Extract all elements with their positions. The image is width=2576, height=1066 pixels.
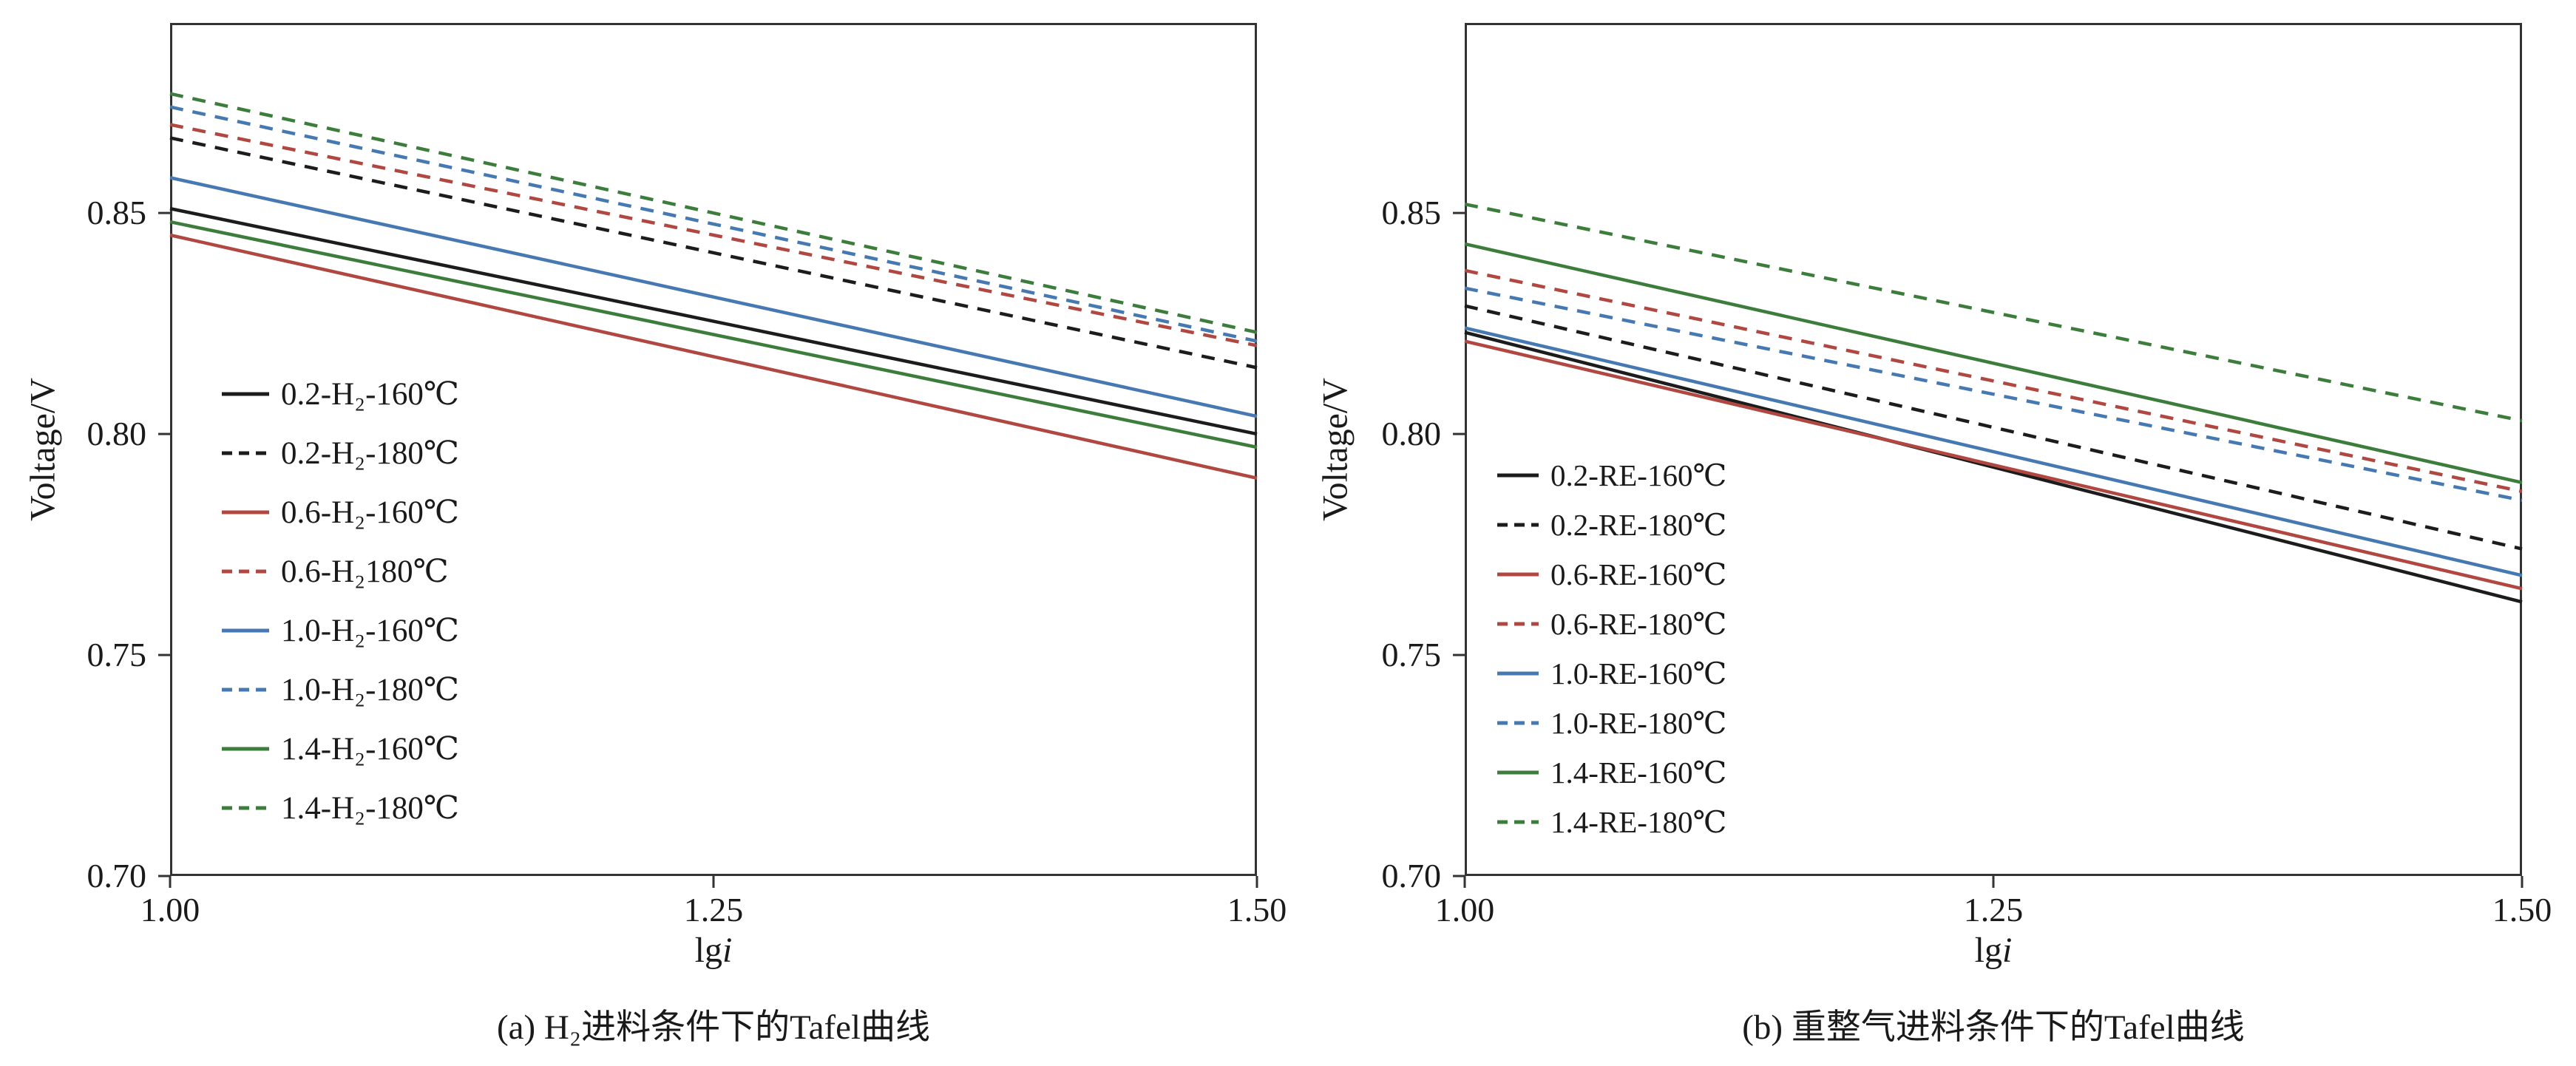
x-axis-title-italic-a: i bbox=[722, 931, 733, 970]
legend-item: 1.0-RE-180℃ bbox=[1497, 698, 1726, 747]
legend-label: 1.0-H₂-160℃ bbox=[281, 614, 460, 648]
legend-label: 1.0-RE-160℃ bbox=[1550, 656, 1727, 690]
y-tick-label: 0.75 bbox=[87, 636, 147, 674]
legend-a: 0.2-H₂-160℃ 0.2-H₂-180℃ 0.6-H₂-160℃ 0.6-H₂1… bbox=[222, 364, 459, 838]
legend-label: 0.2-RE-180℃ bbox=[1550, 507, 1727, 542]
dashed-line-sample-icon bbox=[222, 688, 269, 692]
series-line bbox=[169, 105, 1258, 343]
chart-panel-a: Voltage/V 0.2-H₂-160℃ 0.2-H₂-180℃ 0.6-H₂-1… bbox=[24, 23, 1287, 1047]
y-tick-label: 0.80 bbox=[1381, 415, 1442, 453]
y-tick-label: 0.85 bbox=[1381, 194, 1442, 232]
legend-label: 1.4-H₂-180℃ bbox=[281, 791, 460, 826]
y-tick-label: 0.85 bbox=[87, 194, 147, 232]
solid-line-sample-icon bbox=[1497, 671, 1539, 675]
dashed-line-sample-icon bbox=[1497, 721, 1539, 724]
series-line bbox=[1464, 286, 2523, 502]
series-line bbox=[1464, 242, 2523, 485]
x-tick-label: 1.00 bbox=[140, 891, 200, 928]
caption-a: (a) H₂进料条件下的Tafel曲线 bbox=[496, 1008, 931, 1047]
x-axis-title-text-b: lg bbox=[1974, 931, 2002, 970]
legend-b: 0.2-RE-160℃ 0.2-RE-180℃ 0.6-RE-160℃ 0.6-RE-… bbox=[1497, 450, 1726, 846]
plot-area-b: 0.2-RE-160℃ 0.2-RE-180℃ 0.6-RE-160℃ 0.6-RE-… bbox=[1382, 23, 2552, 928]
x-axis-title-italic-b: i bbox=[2002, 931, 2013, 970]
y-tick-label: 0.80 bbox=[87, 415, 147, 453]
caption-b: (b) 重整气进料条件下的Tafel曲线 bbox=[1742, 1008, 2245, 1047]
dashed-line-sample-icon bbox=[222, 451, 269, 455]
legend-item: 0.2-RE-160℃ bbox=[1497, 450, 1726, 500]
series-line bbox=[169, 136, 1258, 370]
legend-item: 1.0-H₂-180℃ bbox=[222, 660, 459, 719]
legend-item: 1.0-RE-160℃ bbox=[1497, 648, 1726, 698]
legend-item: 1.4-RE-180℃ bbox=[1497, 797, 1726, 846]
solid-line-sample-icon bbox=[222, 510, 269, 515]
plot-area-a: 0.2-H₂-160℃ 0.2-H₂-180℃ 0.6-H₂-160℃ 0.6-H₂1… bbox=[87, 23, 1287, 928]
solid-line-sample-icon bbox=[222, 392, 269, 396]
legend-label: 0.2-H₂-180℃ bbox=[281, 436, 460, 471]
legend-label: 1.4-H₂-160℃ bbox=[281, 732, 460, 767]
legend-item: 1.4-RE-160℃ bbox=[1497, 747, 1726, 797]
legend-label: 1.4-RE-160℃ bbox=[1550, 755, 1727, 790]
y-tick-label: 0.75 bbox=[1381, 636, 1442, 674]
solid-line-sample-icon bbox=[222, 747, 269, 751]
y-tick-label: 0.70 bbox=[1381, 857, 1442, 894]
series-line bbox=[169, 176, 1258, 418]
legend-item: 0.2-H₂-160℃ bbox=[222, 364, 459, 424]
plot-svg bbox=[1453, 23, 2524, 888]
solid-line-sample-icon bbox=[222, 628, 269, 633]
series-line bbox=[169, 220, 1258, 449]
series-line bbox=[1464, 268, 2523, 494]
legend-label: 0.6-RE-160℃ bbox=[1550, 557, 1727, 591]
x-axis-title-a: lgi bbox=[170, 930, 1257, 971]
legend-label: 0.6-H₂180℃ bbox=[281, 554, 449, 589]
x-tick-label: 1.00 bbox=[1434, 891, 1495, 928]
legend-item: 0.6-H₂180℃ bbox=[222, 542, 459, 601]
legend-item: 0.6-RE-160℃ bbox=[1497, 549, 1726, 599]
series-line bbox=[1464, 326, 2523, 577]
dashed-line-sample-icon bbox=[1497, 820, 1539, 824]
legend-label: 0.2-RE-160℃ bbox=[1550, 458, 1727, 492]
legend-item: 0.2-H₂-180℃ bbox=[222, 424, 459, 483]
series-line bbox=[169, 123, 1258, 347]
x-tick-label: 1.50 bbox=[2492, 891, 2552, 928]
series-line bbox=[169, 233, 1258, 481]
legend-label: 1.0-RE-180℃ bbox=[1550, 705, 1727, 740]
series-line bbox=[1464, 304, 2523, 551]
y-tick-label: 0.70 bbox=[87, 857, 147, 894]
x-tick-label: 1.50 bbox=[1227, 891, 1287, 928]
solid-line-sample-icon bbox=[1497, 473, 1539, 477]
legend-label: 0.6-RE-180℃ bbox=[1550, 606, 1727, 641]
legend-item: 0.6-H₂-160℃ bbox=[222, 483, 459, 542]
chart-panel-b: Voltage/V 0.2-RE-160℃ 0.2-RE-180℃ 0.6-RE-1… bbox=[1288, 0, 2576, 1066]
legend-label: 0.6-H₂-160℃ bbox=[281, 495, 460, 530]
series-line bbox=[1464, 330, 2523, 604]
legend-label: 1.0-H₂-180℃ bbox=[281, 673, 460, 707]
legend-label: 0.2-H₂-160℃ bbox=[281, 377, 460, 412]
x-axis-title-text-a: lg bbox=[694, 931, 722, 970]
dashed-line-sample-icon bbox=[1497, 622, 1539, 625]
solid-line-sample-icon bbox=[1497, 572, 1539, 576]
legend-item: 1.0-H₂-160℃ bbox=[222, 601, 459, 660]
dashed-line-sample-icon bbox=[222, 569, 269, 574]
legend-item: 0.2-RE-180℃ bbox=[1497, 500, 1726, 549]
legend-label: 1.4-RE-180℃ bbox=[1550, 804, 1727, 839]
dashed-line-sample-icon bbox=[1497, 523, 1539, 526]
x-axis-title-b: lgi bbox=[1465, 930, 2522, 971]
x-tick-label: 1.25 bbox=[683, 891, 744, 928]
solid-line-sample-icon bbox=[1497, 770, 1539, 774]
dashed-line-sample-icon bbox=[222, 806, 269, 810]
plot-svg bbox=[158, 23, 1258, 888]
series-line bbox=[169, 206, 1258, 436]
legend-item: 1.4-H₂-180℃ bbox=[222, 778, 459, 838]
series-line bbox=[169, 92, 1258, 334]
legend-item: 1.4-H₂-160℃ bbox=[222, 719, 459, 778]
series-line bbox=[1464, 339, 2523, 591]
x-tick-label: 1.25 bbox=[1963, 891, 2024, 928]
series-line bbox=[1464, 202, 2523, 423]
legend-item: 0.6-RE-180℃ bbox=[1497, 599, 1726, 648]
